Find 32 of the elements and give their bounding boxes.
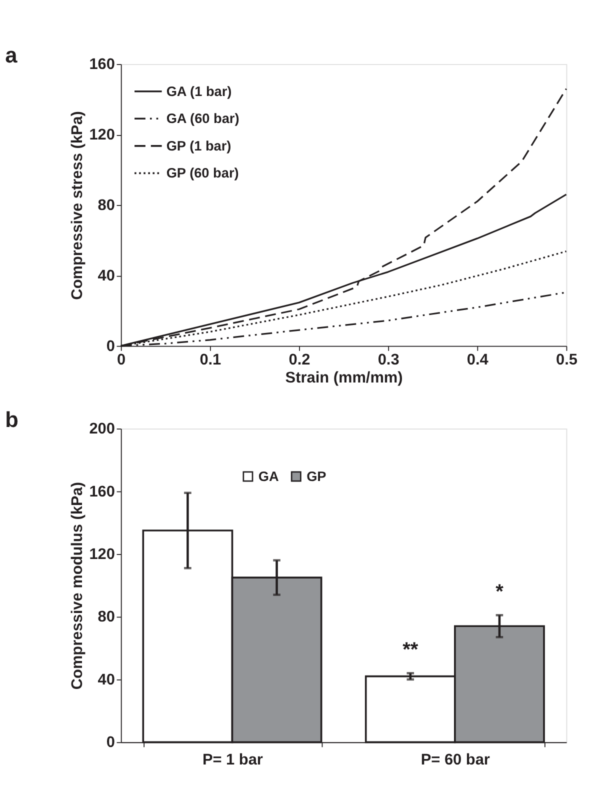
y-tick-label: 80 <box>98 608 115 626</box>
y-tick-label: 0 <box>106 338 115 355</box>
x-tick-label: P= 1 bar <box>202 751 263 768</box>
annotation: * <box>496 580 504 603</box>
y-tick-label: 80 <box>98 196 115 214</box>
chart-title: a <box>5 42 18 68</box>
legend-label: GP (60 bar) <box>166 166 239 181</box>
legend-label: GA (1 bar) <box>166 84 232 99</box>
y-tick-label: 0 <box>106 734 115 752</box>
y-axis-title: Compressive modulus (kPa) <box>68 482 86 690</box>
x-tick-label: 0.3 <box>378 352 400 369</box>
x-tick-label: 0.2 <box>288 352 310 369</box>
legend-label: GP (1 bar) <box>166 138 232 154</box>
y-tick-label: 120 <box>89 126 115 144</box>
legend-label: GA <box>258 469 280 484</box>
y-axis-title: Compressive stress (kPa) <box>68 111 86 300</box>
legend-label: GP <box>306 469 326 484</box>
x-tick-label: 0.5 <box>556 352 578 369</box>
y-tick-label: 40 <box>98 671 115 688</box>
legend-label: GA (60 bar) <box>166 111 240 126</box>
x-axis-title: Strain (mm/mm) <box>285 370 403 387</box>
annotation: ** <box>402 638 418 661</box>
x-tick-label: 0 <box>117 352 126 369</box>
chart-title: b <box>5 406 18 432</box>
y-tick-label: 160 <box>89 483 115 500</box>
x-tick-label: P= 60 bar <box>420 751 490 768</box>
y-tick-label: 120 <box>89 546 115 564</box>
x-tick-label: 0.1 <box>200 352 222 369</box>
x-tick-label: 0.4 <box>466 352 489 369</box>
y-tick-label: 40 <box>98 267 115 284</box>
y-tick-label: 160 <box>89 56 115 74</box>
y-tick-label: 200 <box>89 420 115 438</box>
